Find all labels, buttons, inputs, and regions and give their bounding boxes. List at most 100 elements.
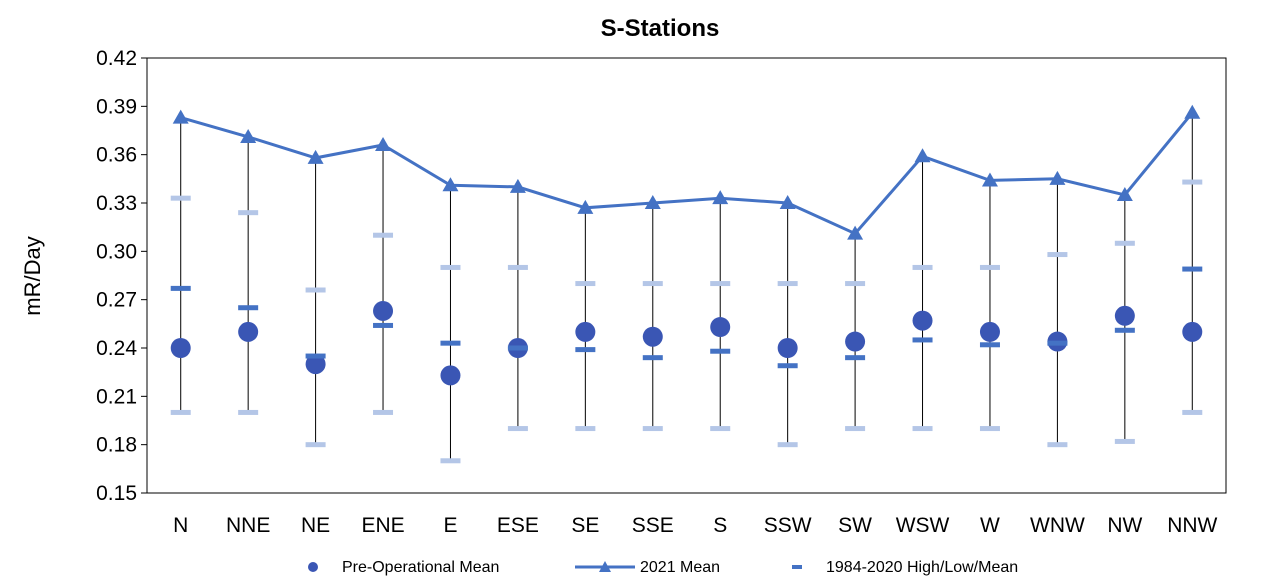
y-axis-label: mR/Day — [20, 236, 45, 315]
historical-mean-dash — [440, 340, 461, 346]
historical-mean-dash — [507, 345, 528, 351]
legend-label-historical: 1984-2020 High/Low/Mean — [826, 559, 1018, 576]
historical-low-dash — [710, 426, 731, 432]
historical-high-dash — [170, 195, 191, 201]
historical-high-dash — [1182, 179, 1203, 185]
historical-low-dash — [912, 426, 933, 432]
historical-low-dash — [575, 426, 596, 432]
x-tick-label: S — [713, 514, 727, 537]
2021-mean-point — [981, 172, 998, 187]
plot-area: 0.15 0.18 0.21 0.24 0.27 0.30 0.33 0.36 0.39 0.42… — [96, 47, 1227, 537]
2021-mean-point — [644, 195, 661, 209]
x-tick-label: W — [980, 514, 1000, 537]
historical-low-dash — [238, 409, 259, 415]
pre-operational-mean-point — [710, 317, 731, 338]
pre-operational-mean-point — [912, 310, 933, 331]
2021-mean-point — [577, 199, 594, 214]
historical-high-dash — [575, 281, 596, 287]
pre-operational-mean-point — [373, 300, 394, 321]
pre-operational-mean-point — [642, 326, 663, 347]
historical-high-dash — [1047, 252, 1068, 258]
x-tick-label: E — [443, 514, 457, 537]
historical-mean-dash — [373, 322, 394, 328]
2021-mean-point — [779, 195, 796, 209]
pre-operational-mean-point — [777, 338, 798, 358]
historical-low-dash — [440, 458, 461, 464]
x-tick-label: SSW — [764, 514, 812, 537]
historical-high-dash — [710, 281, 731, 287]
historical-high-dash — [912, 264, 933, 270]
2021-mean-point — [442, 177, 459, 192]
y-tick-label: 0.24 — [96, 337, 137, 360]
x-tick-label: NNE — [226, 514, 270, 537]
pre-operational-mean-point — [238, 321, 259, 342]
historical-high-dash — [979, 264, 1000, 270]
y-tick-label: 0.42 — [96, 47, 137, 70]
historical-mean-dash — [305, 353, 326, 359]
historical-high-dash — [777, 281, 798, 287]
pre-operational-mean-point — [1182, 321, 1203, 342]
historical-mean-dash — [575, 347, 596, 353]
historical-high-dash — [642, 281, 663, 287]
x-tick-label: WNW — [1030, 514, 1085, 537]
2021-mean-point — [375, 137, 392, 151]
pre-operational-mean-point — [1114, 305, 1135, 326]
historical-mean-dash — [979, 342, 1000, 348]
series-line-2021-mean — [180, 111, 1194, 236]
historical-mean-dash — [710, 348, 731, 354]
historical-low-dash — [1182, 409, 1203, 415]
chart-title: S-Stations — [601, 15, 720, 42]
historical-high-dash — [373, 232, 394, 238]
2021-mean-point — [307, 149, 324, 164]
historical-mean-dash — [1114, 327, 1135, 333]
historical-mean-dash — [238, 305, 259, 311]
x-tick-label: SW — [838, 514, 872, 537]
historical-mean-dash — [642, 355, 663, 361]
y-tick-label: 0.33 — [96, 192, 137, 215]
y-tick-label: 0.21 — [96, 385, 137, 408]
historical-high-dash — [507, 264, 528, 270]
historical-mean-dash — [170, 285, 191, 291]
historical-low-dash — [305, 442, 326, 448]
x-tick-label: NE — [301, 514, 330, 537]
historical-high-dash — [238, 210, 259, 216]
historical-mean-dash — [1182, 266, 1203, 272]
historical-low-dash — [373, 409, 394, 415]
y-tick-label: 0.27 — [96, 289, 137, 312]
2021-mean-point — [1184, 104, 1201, 119]
historical-low-dash — [979, 426, 1000, 432]
legend: Pre-Operational Mean 2021 Mean 1984-2020 H… — [308, 559, 1018, 576]
x-tick-label: ENE — [361, 514, 404, 537]
2021-mean-point — [847, 225, 864, 240]
pre-operational-mean-point — [979, 321, 1000, 342]
2021-mean-point — [172, 109, 189, 124]
plot-frame — [146, 57, 1227, 494]
legend-marker-historical — [792, 565, 802, 569]
historical-low-dash — [845, 426, 866, 432]
legend-label-pre-operational: Pre-Operational Mean — [342, 559, 499, 576]
historical-high-dash — [845, 281, 866, 287]
historical-low-dash — [1047, 442, 1068, 448]
legend-marker-2021 — [599, 561, 611, 572]
y-tick-label: 0.18 — [96, 434, 137, 457]
2021-mean-point — [1116, 186, 1133, 201]
historical-mean-dash — [912, 337, 933, 343]
historical-mean-dash — [777, 363, 798, 369]
y-tick-label: 0.30 — [96, 240, 137, 263]
x-tick-label: NW — [1107, 514, 1142, 537]
pre-operational-mean-point — [575, 321, 596, 342]
historical-low-dash — [777, 442, 798, 448]
x-tick-label: SSE — [632, 514, 674, 537]
pre-operational-mean-point — [305, 354, 326, 375]
legend-label-2021: 2021 Mean — [640, 559, 720, 576]
historical-low-dash — [507, 426, 528, 432]
pre-operational-mean-point — [440, 365, 461, 386]
legend-marker-pre-operational — [308, 562, 318, 572]
x-tick-label: ESE — [497, 514, 539, 537]
2021-mean-point — [1049, 170, 1066, 185]
historical-low-dash — [642, 426, 663, 432]
historical-low-dash — [1114, 438, 1135, 444]
pre-operational-mean-point — [845, 331, 866, 352]
